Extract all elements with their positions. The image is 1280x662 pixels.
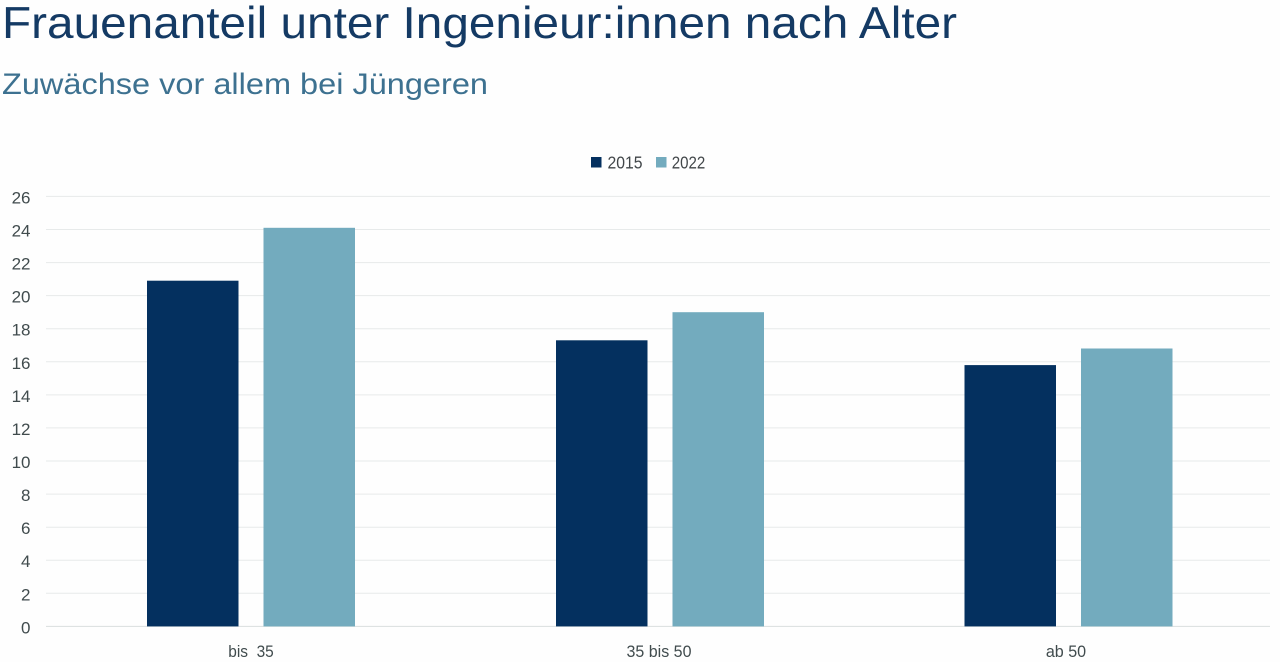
svg-text:16: 16 <box>12 354 31 373</box>
svg-text:4: 4 <box>21 552 30 571</box>
svg-text:bis 35: bis 35 <box>228 642 274 661</box>
svg-text:10: 10 <box>12 453 31 472</box>
svg-text:2015: 2015 <box>608 153 643 173</box>
svg-text:12: 12 <box>12 420 31 439</box>
svg-text:ab 50: ab 50 <box>1046 642 1086 661</box>
svg-text:20: 20 <box>12 288 31 307</box>
svg-text:6: 6 <box>21 519 30 538</box>
svg-text:14: 14 <box>12 387 31 406</box>
svg-text:26: 26 <box>12 188 31 207</box>
svg-text:22: 22 <box>12 255 31 274</box>
svg-text:24: 24 <box>12 222 31 241</box>
svg-text:Zuwächse vor allem bei Jüngere: Zuwächse vor allem bei Jüngeren <box>2 68 488 101</box>
svg-text:2022: 2022 <box>672 153 706 173</box>
svg-text:8: 8 <box>21 486 30 505</box>
svg-text:Frauenanteil unter Ingenieur:i: Frauenanteil unter Ingenieur:innen nach … <box>2 0 957 48</box>
svg-text:35 bis 50: 35 bis 50 <box>627 642 692 661</box>
svg-text:18: 18 <box>12 321 31 340</box>
svg-text:2: 2 <box>21 585 30 604</box>
svg-text:0: 0 <box>21 618 30 637</box>
